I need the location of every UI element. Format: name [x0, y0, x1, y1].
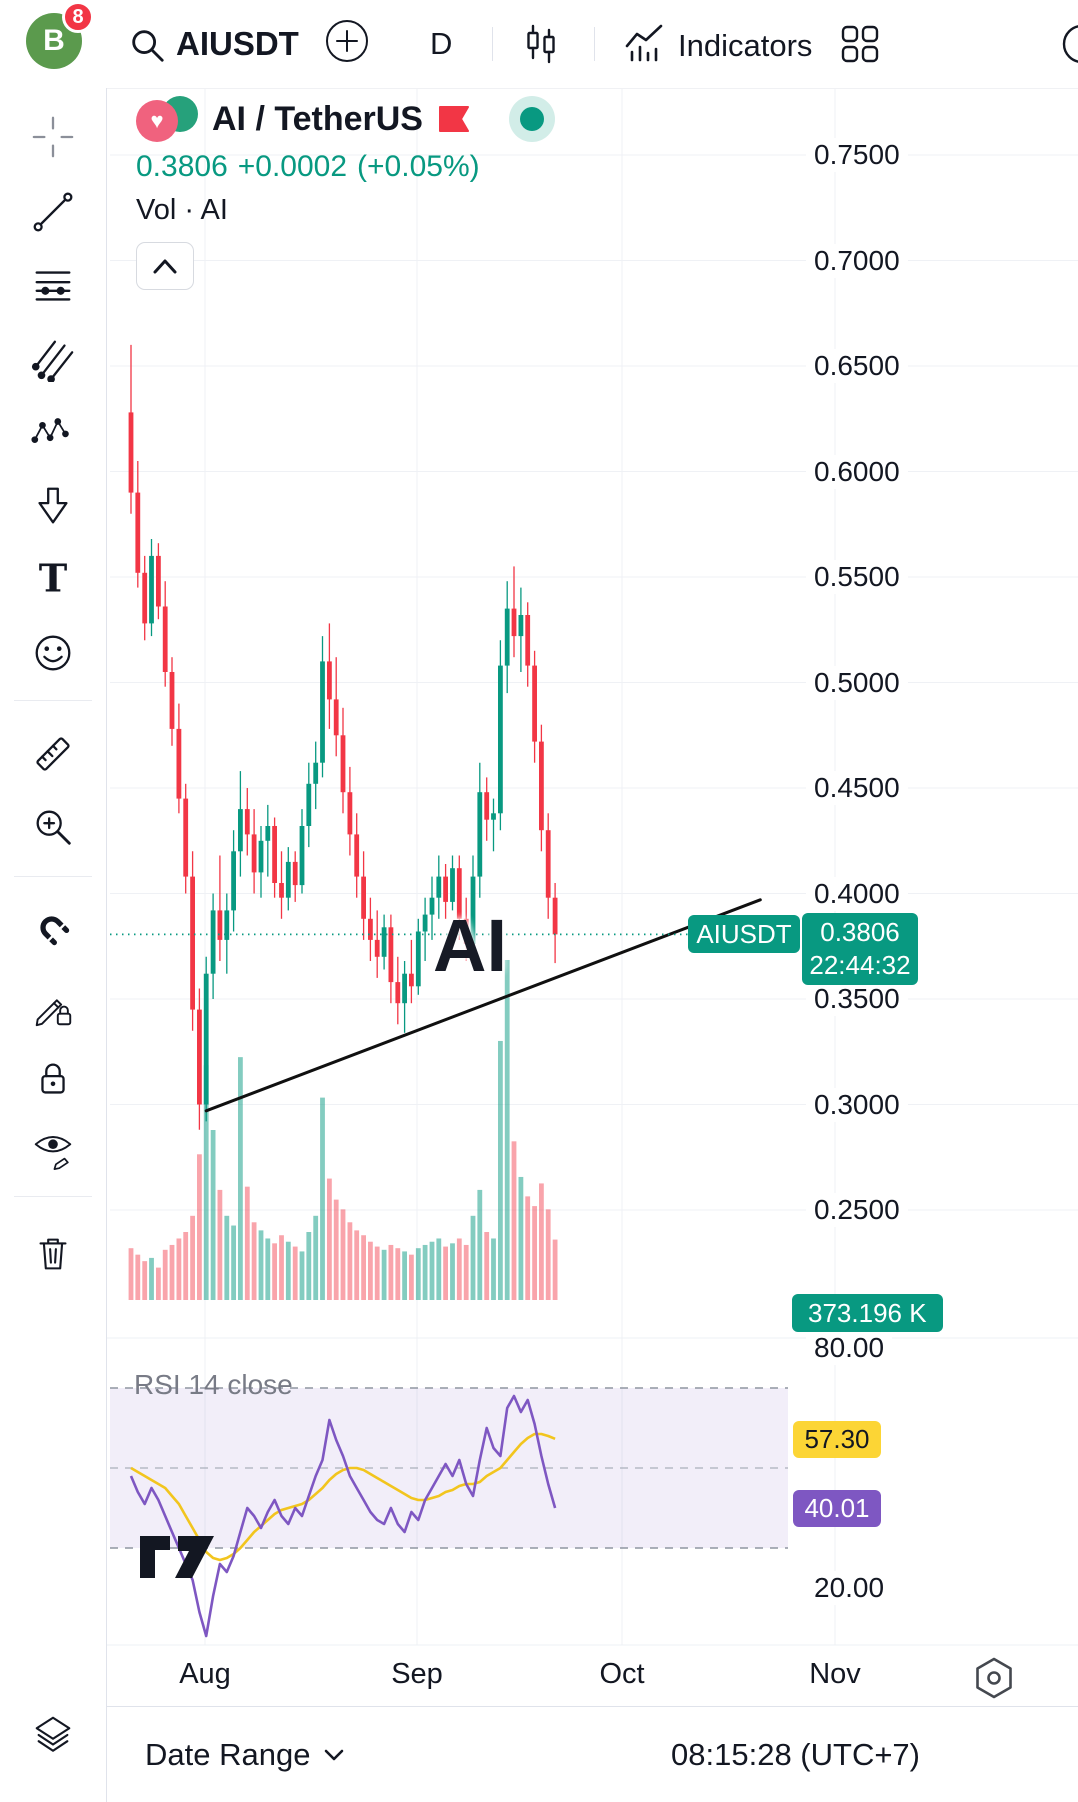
- symbol-watermark: AI: [433, 904, 507, 987]
- tool-emoji[interactable]: [30, 629, 76, 679]
- interval-button[interactable]: D: [430, 26, 453, 61]
- gear-icon: [976, 1657, 1012, 1699]
- price-axis-label: 0.2500: [806, 1193, 908, 1227]
- tool-lock-all-drawings[interactable]: [30, 1055, 76, 1105]
- tool-crosshair[interactable]: [30, 113, 76, 163]
- snapshot-icon: [1062, 25, 1078, 63]
- status-dot-core: [519, 107, 544, 131]
- time-axis-label: Nov: [809, 1658, 861, 1690]
- avatar-initial: B: [43, 24, 65, 57]
- tool-text[interactable]: T: [30, 555, 76, 605]
- date-range-label: Date Range: [145, 1736, 311, 1772]
- drawing-toolbar: T: [0, 88, 107, 1802]
- price-axis-label: 0.7000: [806, 243, 908, 278]
- toolbar-separator: [492, 27, 493, 61]
- tool-hide-drawings[interactable]: [30, 1125, 76, 1175]
- layout-grid-button[interactable]: [838, 22, 882, 69]
- time-axis-label: Sep: [391, 1658, 443, 1690]
- symbol-logo: ♥: [136, 96, 200, 142]
- rsi-ma-value-badge: 57.30: [793, 1420, 881, 1458]
- rsi-axis-lower-label: 20.00: [806, 1571, 893, 1605]
- indicators-button[interactable]: [620, 20, 668, 71]
- price-summary: 0.3806 +0.0002 (+0.05%): [136, 150, 490, 184]
- price-axis-label: 0.3000: [806, 1087, 908, 1122]
- clipped-toolbar-icon[interactable]: [1060, 22, 1078, 66]
- price-axis-label: 0.5500: [806, 560, 908, 594]
- tool-pitchfork[interactable]: [30, 335, 76, 385]
- date-range-button[interactable]: Date Range: [145, 1707, 346, 1802]
- indicators-icon: [625, 24, 663, 62]
- price-axis-label: 0.7500: [806, 138, 908, 172]
- chart-type-button[interactable]: [519, 22, 563, 69]
- tradingview-logo[interactable]: [140, 1534, 216, 1580]
- price-change-percent: (+0.05%): [357, 150, 480, 183]
- rsi-value-badge: 40.01: [793, 1490, 881, 1527]
- current-price-badge: 0.3806 22:44:32: [802, 913, 918, 986]
- price-axis-label: 0.4000: [806, 876, 908, 911]
- tool-remove-drawings[interactable]: [30, 1230, 76, 1280]
- tool-zoom-in[interactable]: [30, 803, 76, 853]
- toolbar-divider: [14, 700, 92, 701]
- symbol-search-text[interactable]: AIUSDT: [176, 25, 299, 62]
- tool-magnet[interactable]: [30, 905, 76, 955]
- symbol-search-button[interactable]: [128, 26, 166, 67]
- tool-pattern[interactable]: [30, 408, 76, 458]
- price-axis-label: 0.4500: [806, 771, 908, 805]
- tool-fib-retracement[interactable]: [30, 262, 76, 312]
- price-axis-label: 0.6500: [806, 349, 908, 383]
- rsi-indicator-legend[interactable]: RSI 14 close: [134, 1369, 293, 1400]
- toolbar-divider: [14, 876, 92, 877]
- tool-object-tree[interactable]: [30, 1710, 76, 1760]
- indicators-label[interactable]: Indicators: [678, 28, 813, 63]
- toolbar-separator: [594, 27, 595, 61]
- market-status-dot: [508, 96, 555, 142]
- chevron-down-icon: [325, 1749, 344, 1760]
- top-toolbar: B 8 AIUSDT D: [0, 0, 1078, 89]
- bottom-bar: Date Range 08:15:28 (UTC+7): [107, 1706, 1078, 1802]
- clock-display: 08:15:28 (UTC+7): [671, 1736, 920, 1772]
- volume-series: [128, 960, 558, 1300]
- time-axis-label: Aug: [179, 1658, 231, 1690]
- current-price-symbol-badge: AIUSDT: [688, 915, 800, 954]
- price-axis-label: 0.6000: [806, 454, 908, 489]
- toolbar-divider: [14, 1196, 92, 1197]
- add-compare-button[interactable]: [323, 17, 371, 68]
- rsi-axis-upper-label: 80.00: [806, 1331, 893, 1365]
- grid-layout-icon: [841, 25, 879, 63]
- ai-token-logo: ♥: [136, 100, 178, 142]
- time-axis-label: Oct: [599, 1658, 645, 1690]
- tool-ruler[interactable]: [30, 730, 76, 780]
- rsi-line: [129, 1394, 557, 1638]
- price-axis-label: 0.3500: [806, 982, 908, 1016]
- last-price: 0.3806: [136, 150, 228, 183]
- tool-arrow-marker[interactable]: [30, 482, 76, 532]
- collapse-legend-button[interactable]: [136, 242, 194, 290]
- tool-drawing-sync-lock[interactable]: [30, 983, 76, 1033]
- bar-countdown: 22:44:32: [809, 950, 911, 981]
- user-trendline[interactable]: [204, 898, 762, 1113]
- symbol-header[interactable]: ♥ AI / TetherUS: [136, 96, 555, 142]
- grid-lines: [107, 88, 1078, 1646]
- flag-icon[interactable]: [437, 104, 471, 134]
- volume-legend[interactable]: Vol · AI: [136, 194, 228, 226]
- candles-icon: [527, 24, 555, 64]
- badge-symbol-text: AIUSDT: [696, 918, 792, 949]
- candlestick-series: [128, 344, 558, 1130]
- symbol-title: AI / TetherUS: [212, 99, 423, 138]
- chevron-up-icon: [153, 259, 177, 274]
- time-axis-settings-button[interactable]: [970, 1654, 1018, 1702]
- tool-trendline[interactable]: [30, 188, 76, 238]
- volume-value-badge: 373.196 K: [792, 1294, 943, 1332]
- svg-text:T: T: [39, 556, 68, 601]
- price-change: +0.0002: [237, 150, 348, 183]
- search-icon: [132, 30, 164, 62]
- price-axis-label: 0.5000: [806, 665, 908, 700]
- badge-price-text: 0.3806: [820, 917, 900, 948]
- plus-icon: [326, 20, 368, 62]
- notification-badge: 8: [62, 1, 94, 33]
